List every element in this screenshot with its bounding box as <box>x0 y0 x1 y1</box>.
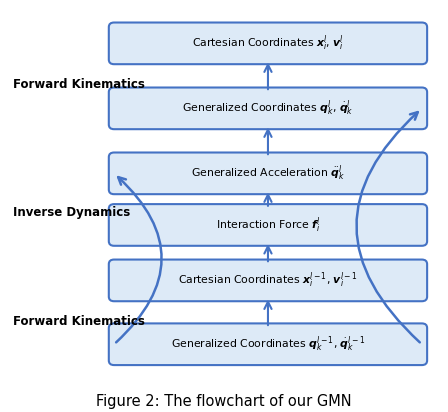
FancyArrowPatch shape <box>357 112 420 342</box>
Text: Inverse Dynamics: Inverse Dynamics <box>13 206 130 219</box>
FancyArrowPatch shape <box>116 177 162 342</box>
FancyBboxPatch shape <box>109 204 427 246</box>
FancyBboxPatch shape <box>109 23 427 64</box>
Text: Generalized Acceleration $\ddot{\boldsymbol{q}}_k^l$: Generalized Acceleration $\ddot{\boldsym… <box>191 164 345 183</box>
FancyBboxPatch shape <box>109 87 427 129</box>
Text: Forward Kinematics: Forward Kinematics <box>13 315 145 328</box>
Text: Generalized Coordinates $\boldsymbol{q}_k^l$, $\dot{\boldsymbol{q}}_k^l$: Generalized Coordinates $\boldsymbol{q}_… <box>182 98 354 118</box>
Text: Cartesian Coordinates $\boldsymbol{x}_i^{l-1}$, $\boldsymbol{v}_i^{l-1}$: Cartesian Coordinates $\boldsymbol{x}_i^… <box>178 271 358 290</box>
FancyBboxPatch shape <box>109 323 427 365</box>
Text: Interaction Force $\boldsymbol{f}_i^l$: Interaction Force $\boldsymbol{f}_i^l$ <box>215 215 320 235</box>
Text: Figure 2: The flowchart of our GMN: Figure 2: The flowchart of our GMN <box>96 394 352 409</box>
Text: Cartesian Coordinates $\boldsymbol{x}_i^l$, $\boldsymbol{v}_i^l$: Cartesian Coordinates $\boldsymbol{x}_i^… <box>192 33 344 53</box>
Text: Forward Kinematics: Forward Kinematics <box>13 78 145 91</box>
FancyBboxPatch shape <box>109 152 427 194</box>
FancyBboxPatch shape <box>109 260 427 301</box>
Text: Generalized Coordinates $\boldsymbol{q}_k^{l-1}$, $\dot{\boldsymbol{q}}_k^{l-1}$: Generalized Coordinates $\boldsymbol{q}_… <box>171 335 365 354</box>
